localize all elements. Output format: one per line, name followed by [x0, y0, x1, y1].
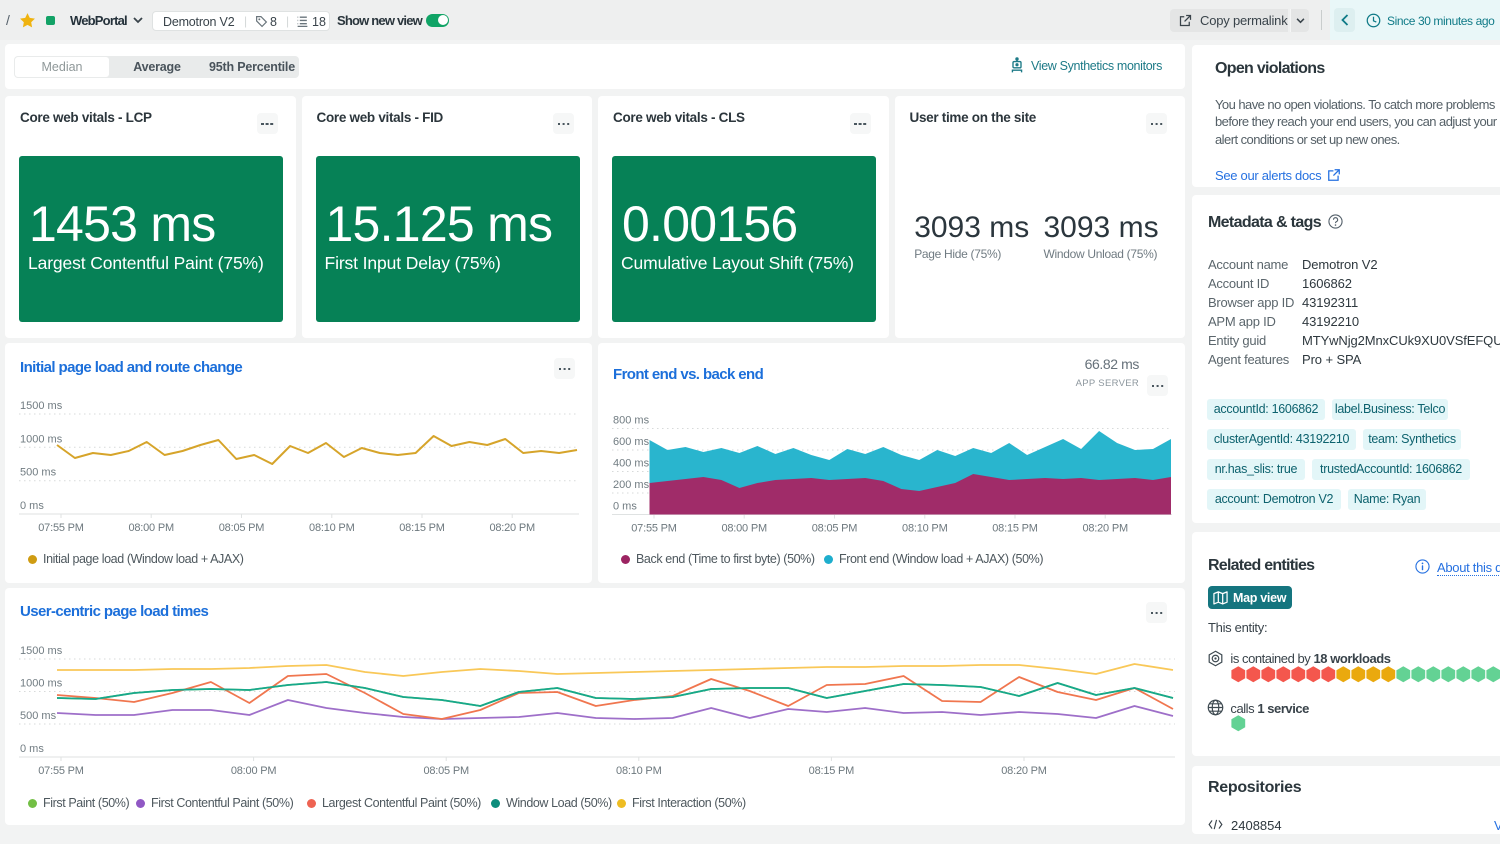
svg-text:0 ms: 0 ms — [613, 501, 637, 513]
svg-text:500 ms: 500 ms — [20, 467, 57, 479]
svg-text:200 ms: 200 ms — [613, 479, 650, 491]
svg-text:08:00 PM: 08:00 PM — [721, 523, 767, 535]
svg-text:08:05 PM: 08:05 PM — [219, 522, 265, 534]
svg-text:1000 ms: 1000 ms — [20, 433, 63, 445]
svg-text:0 ms: 0 ms — [20, 743, 44, 755]
svg-text:08:20 PM: 08:20 PM — [1082, 523, 1128, 535]
svg-text:08:20 PM: 08:20 PM — [489, 522, 535, 534]
svg-text:08:15 PM: 08:15 PM — [399, 522, 445, 534]
svg-text:1500 ms: 1500 ms — [20, 400, 63, 412]
svg-text:800 ms: 800 ms — [613, 415, 650, 427]
svg-text:08:05 PM: 08:05 PM — [423, 765, 469, 777]
svg-text:600 ms: 600 ms — [613, 436, 650, 448]
svg-text:0 ms: 0 ms — [20, 500, 44, 512]
svg-text:08:15 PM: 08:15 PM — [809, 765, 855, 777]
svg-text:07:55 PM: 07:55 PM — [631, 523, 677, 535]
svg-text:1500 ms: 1500 ms — [20, 645, 63, 657]
svg-text:08:05 PM: 08:05 PM — [812, 523, 858, 535]
svg-text:1000 ms: 1000 ms — [20, 678, 63, 690]
svg-text:500 ms: 500 ms — [20, 710, 57, 722]
svg-text:08:10 PM: 08:10 PM — [309, 522, 355, 534]
svg-text:400 ms: 400 ms — [613, 458, 650, 470]
svg-text:08:10 PM: 08:10 PM — [616, 765, 662, 777]
svg-text:07:55 PM: 07:55 PM — [38, 522, 84, 534]
svg-text:08:00 PM: 08:00 PM — [128, 522, 174, 534]
svg-text:08:15 PM: 08:15 PM — [992, 523, 1038, 535]
svg-text:08:10 PM: 08:10 PM — [902, 523, 948, 535]
svg-text:08:20 PM: 08:20 PM — [1001, 765, 1047, 777]
svg-text:08:00 PM: 08:00 PM — [231, 765, 277, 777]
svg-text:07:55 PM: 07:55 PM — [38, 765, 84, 777]
